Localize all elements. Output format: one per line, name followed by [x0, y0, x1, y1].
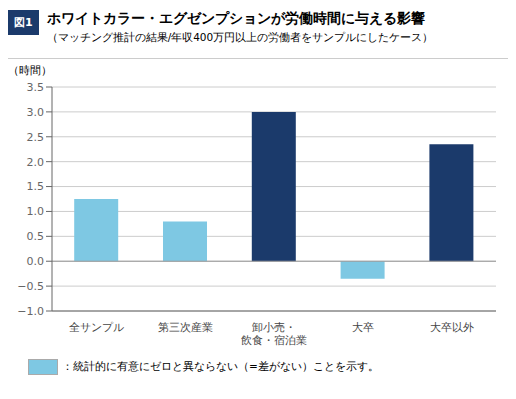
svg-text:2.0: 2.0 [27, 156, 45, 169]
svg-text:大卒: 大卒 [352, 321, 374, 334]
html-text:：統計的に有意にゼロと異ならない（=差がない）ことを示す。: ：統計的に有意にゼロと異ならない（=差がない）ことを示す。 [62, 360, 379, 372]
html-text:図1: 図1 [14, 16, 33, 29]
svg-text:2.5: 2.5 [27, 131, 45, 144]
html-text:（マッチング推計の結果/年収400万円以上の労働者をサンプル: （マッチング推計の結果/年収400万円以上の労働者をサンプルにしたケース） [46, 31, 434, 43]
html-text:ホワイトカラー・エグゼンプションが労働時間に与える影響: ホワイトカラー・エグゼンプションが労働時間に与える影響 [46, 10, 425, 26]
html-text:（時間）: （時間） [8, 64, 52, 77]
svg-text:第三次産業: 第三次産業 [158, 321, 213, 334]
svg-text:0.0: 0.0 [27, 255, 45, 268]
svg-text:−0.5: −0.5 [17, 280, 44, 293]
svg-text:1.5: 1.5 [27, 180, 45, 193]
svg-text:卸小売・飲食・宿泊業: 卸小売・飲食・宿泊業 [241, 321, 307, 347]
svg-text:3.0: 3.0 [27, 106, 45, 119]
svg-text:大卒以外: 大卒以外 [430, 321, 474, 334]
svg-text:3.5: 3.5 [27, 81, 45, 94]
svg-text:0.5: 0.5 [27, 230, 45, 243]
svg-text:1.0: 1.0 [27, 205, 45, 218]
svg-text:−1.0: −1.0 [17, 305, 44, 318]
svg-text:全サンプル: 全サンプル [69, 321, 124, 334]
